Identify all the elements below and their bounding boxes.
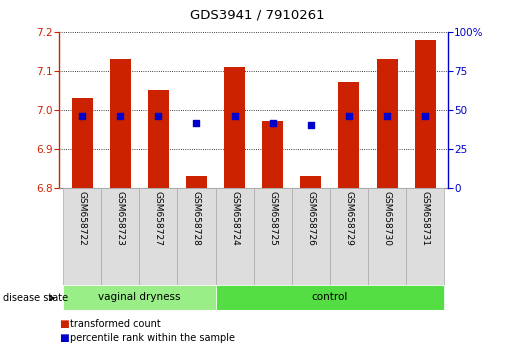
Text: GSM658729: GSM658729	[345, 190, 353, 245]
Bar	[330, 188, 368, 285]
Bar	[292, 188, 330, 285]
Text: GSM658730: GSM658730	[383, 190, 391, 246]
Bar	[177, 188, 215, 285]
Bar	[186, 176, 207, 188]
Text: ■: ■	[59, 319, 69, 329]
Point	[116, 114, 124, 119]
Text: GSM658723: GSM658723	[116, 190, 125, 245]
Text: transformed count: transformed count	[70, 319, 160, 329]
Text: GSM658725: GSM658725	[268, 190, 277, 245]
Text: control: control	[312, 292, 348, 302]
Text: percentile rank within the sample: percentile rank within the sample	[70, 333, 234, 343]
Bar	[376, 59, 398, 188]
Bar	[406, 188, 444, 285]
Text: GSM658724: GSM658724	[230, 190, 239, 245]
Point	[192, 121, 200, 126]
Bar	[300, 176, 321, 188]
Bar	[72, 98, 93, 188]
Bar	[262, 121, 283, 188]
Bar	[110, 59, 131, 188]
Bar	[63, 188, 101, 285]
Point	[230, 113, 238, 119]
Text: ■: ■	[59, 333, 69, 343]
Bar	[101, 188, 139, 285]
Text: GSM658726: GSM658726	[306, 190, 315, 245]
Point	[383, 114, 391, 119]
Bar	[139, 188, 177, 285]
Text: GSM658728: GSM658728	[192, 190, 201, 245]
Bar	[415, 40, 436, 188]
Bar	[148, 90, 169, 188]
Point	[154, 114, 162, 119]
Bar	[215, 188, 253, 285]
Point	[78, 113, 86, 119]
Bar	[224, 67, 245, 188]
Bar	[215, 285, 444, 310]
Bar	[253, 188, 292, 285]
Point	[345, 114, 353, 119]
Text: GSM658722: GSM658722	[78, 190, 87, 245]
Bar	[368, 188, 406, 285]
Text: GDS3941 / 7910261: GDS3941 / 7910261	[190, 9, 325, 22]
Point	[269, 121, 277, 126]
Text: disease state: disease state	[3, 293, 67, 303]
Point	[421, 114, 430, 119]
Text: vaginal dryness: vaginal dryness	[98, 292, 181, 302]
Bar	[63, 285, 215, 310]
Text: GSM658727: GSM658727	[154, 190, 163, 245]
Bar	[338, 82, 359, 188]
Text: GSM658731: GSM658731	[421, 190, 430, 246]
Point	[307, 122, 315, 128]
